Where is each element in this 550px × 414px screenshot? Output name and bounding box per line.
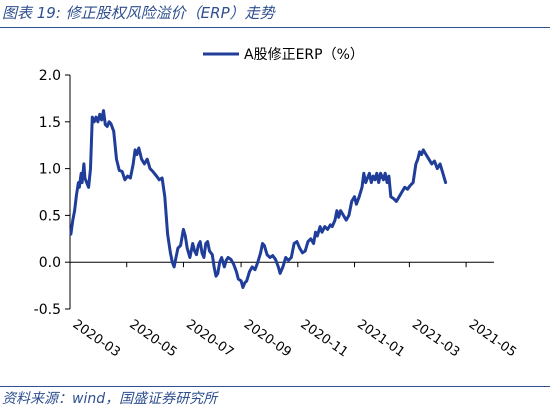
plot-area [69, 109, 448, 289]
x-tick-label: 2021-03 [409, 317, 462, 360]
y-tick-label: 1.0 [39, 162, 61, 178]
x-tick-label: 2021-05 [466, 317, 519, 360]
x-tick-label: 2020-05 [126, 317, 179, 360]
legend-label: A股修正ERP（%） [244, 47, 364, 63]
y-tick-label: -0.5 [34, 302, 61, 318]
y-axis: 2.0 1.5 1.0 0.5 0.0 -0.5 [34, 68, 71, 318]
title-rule [0, 27, 550, 28]
x-tick-label: 2020-07 [183, 317, 236, 360]
chart-legend: A股修正ERP（%） [203, 47, 364, 63]
source-note: 资料来源：wind，国盛证券研究所 [2, 391, 218, 407]
x-tick-label: 2020-03 [70, 317, 123, 360]
y-tick-label: 0.5 [39, 208, 61, 224]
erp-line-chart: A股修正ERP（%） 2.01.51.00.50.0-0.5 2020-03 20… [34, 47, 519, 360]
x-tick-label: 2020-11 [298, 317, 351, 360]
y-tick-label: 0.0 [39, 255, 61, 271]
figure-title: 图表 19: 修正股权风险溢价（ERP）走势 [2, 4, 275, 22]
y-tick-label: 2.0 [39, 68, 61, 84]
series-line-a-share-erp [69, 109, 448, 289]
y-tick-label: 1.5 [39, 115, 61, 131]
x-tick-label: 2021-01 [354, 317, 407, 360]
source-rule [0, 386, 550, 387]
x-tick-label: 2020-09 [241, 317, 294, 360]
x-axis: 2020-03 2020-05 2020-07 2020-09 2020-11 2021-… [69, 261, 519, 360]
